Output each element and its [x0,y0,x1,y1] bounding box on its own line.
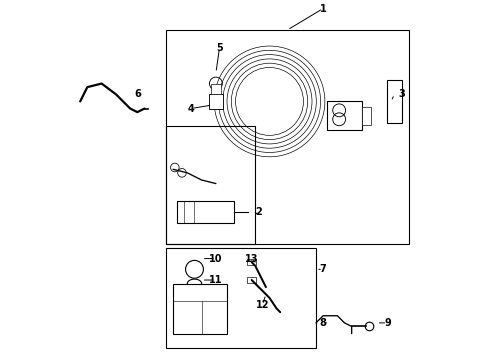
Text: 12: 12 [255,300,268,310]
Bar [247,259,255,265]
Text: 10: 10 [209,253,222,264]
Text: 8: 8 [319,318,326,328]
Bar [326,102,362,130]
Text: 13: 13 [244,253,258,264]
Text: 7: 7 [319,264,326,274]
Bar [386,80,401,123]
Text: 9: 9 [383,318,390,328]
Bar [362,107,370,125]
Bar [165,30,408,244]
Bar [165,126,255,244]
Text: 5: 5 [216,43,223,53]
Text: 11: 11 [209,275,222,285]
Text: 6: 6 [134,89,141,99]
Bar [173,284,226,334]
Text: 2: 2 [255,207,262,217]
Bar [210,84,221,94]
Bar [165,248,315,348]
Text: 3: 3 [398,89,404,99]
Bar [176,202,233,223]
Bar [247,277,255,283]
Bar [208,94,223,109]
Text: 1: 1 [319,4,326,14]
Text: 4: 4 [187,104,194,113]
